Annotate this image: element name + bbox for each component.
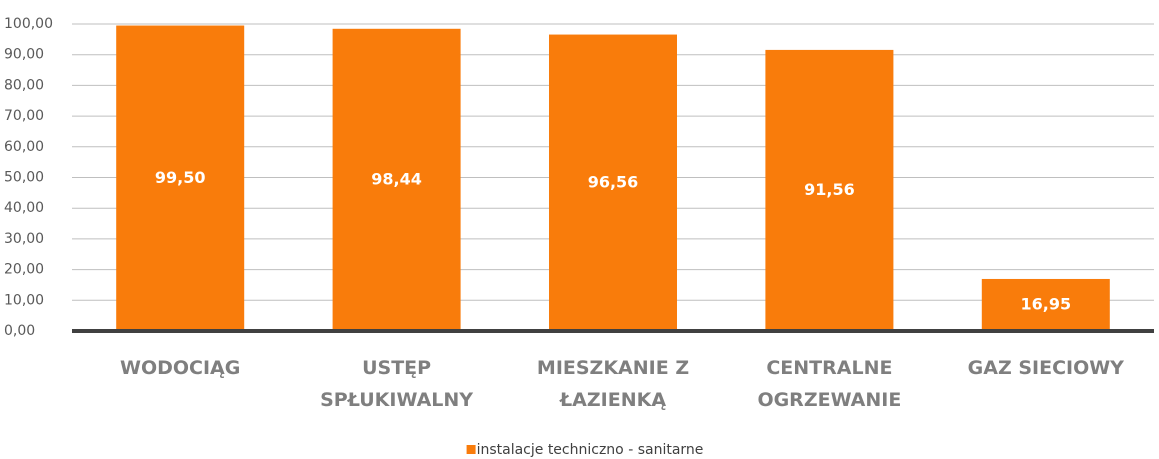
y-tick-label: 20,00 (4, 262, 44, 278)
x-tick-line: USTĘP (362, 357, 431, 379)
x-tick-label: GAZ SIECIOWY (968, 357, 1125, 379)
x-tick-label: WODOCIĄG (120, 357, 240, 379)
legend-label: instalacje techniczno - sanitarne (477, 442, 704, 458)
y-tick-label: 30,00 (4, 231, 44, 247)
y-tick-label: 50,00 (4, 170, 44, 186)
data-label: 99,50 (155, 168, 206, 187)
x-tick-line: MIESZKANIE Z (537, 357, 689, 379)
x-tick-line: ŁAZIENKĄ (559, 389, 666, 411)
y-tick-label: 60,00 (4, 139, 44, 155)
data-label: 91,56 (804, 180, 855, 199)
bar (116, 25, 245, 331)
x-tick-label: USTĘP SPŁUKIWALNY (320, 357, 473, 411)
legend-swatch (466, 445, 476, 454)
y-tick-label: 80,00 (4, 77, 44, 93)
y-tick-label: 70,00 (4, 108, 44, 124)
x-tick-line: GAZ SIECIOWY (968, 357, 1125, 379)
y-tick-label: 100,00 (4, 16, 53, 32)
data-label: 98,44 (371, 169, 422, 188)
y-tick-label: 0,00 (4, 323, 35, 339)
bar (549, 34, 677, 332)
y-tick-label: 40,00 (4, 200, 44, 216)
y-tick-label: 90,00 (4, 47, 44, 63)
x-tick-label: MIESZKANIE Z ŁAZIENKĄ (537, 357, 689, 411)
bar (765, 49, 894, 332)
x-tick-label: CENTRALNE OGRZEWANIE (757, 357, 901, 411)
x-tick-line: SPŁUKIWALNY (320, 389, 473, 411)
bar (981, 278, 1110, 331)
x-tick-line: CENTRALNE (766, 357, 892, 379)
bar (332, 28, 461, 332)
data-label: 96,56 (588, 172, 639, 191)
x-tick-line: WODOCIĄG (120, 357, 240, 379)
y-tick-label: 10,00 (4, 292, 44, 308)
data-label: 16,95 (1020, 294, 1071, 313)
x-tick-line: OGRZEWANIE (757, 389, 901, 411)
